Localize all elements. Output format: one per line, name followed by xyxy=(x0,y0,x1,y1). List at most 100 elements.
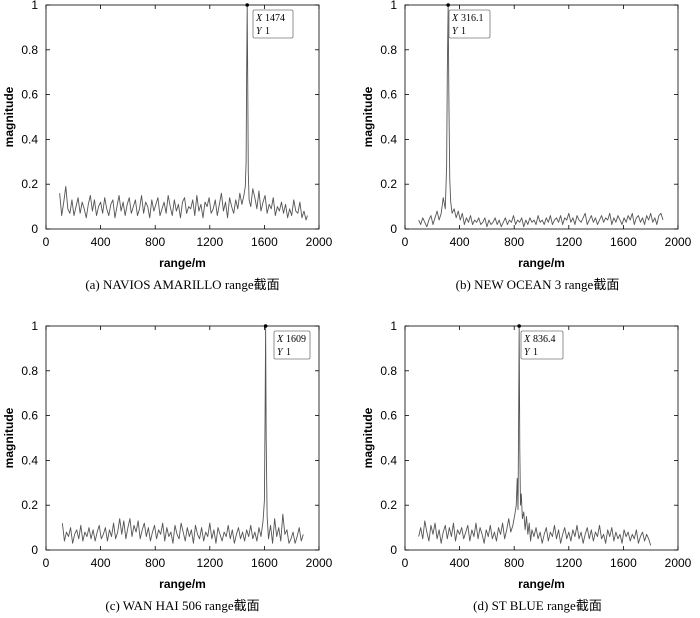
figure-caption: (b) NEW OCEAN 3 range截面 xyxy=(456,277,620,292)
x-tick-label: 1600 xyxy=(610,235,637,249)
y-tick-label: 0.8 xyxy=(21,364,38,378)
datatip-x-label: X xyxy=(276,334,284,345)
y-tick-label: 0.4 xyxy=(21,132,38,146)
x-tick-label: 0 xyxy=(402,235,409,249)
datatip-x-label: X xyxy=(523,334,531,345)
chart-panel: 0 400 800 1200 1600 2000 0 0.2 0.4 0.6 0.8 1 range/m… xyxy=(2,319,333,613)
datatip-marker xyxy=(517,324,521,328)
x-tick-label: 400 xyxy=(450,556,470,570)
datatip-marker xyxy=(245,3,250,7)
chart-panel: 0 400 800 1200 1600 2000 0 0.2 0.4 0.6 0.8 1 range/m… xyxy=(361,0,692,292)
y-tick-label: 0.8 xyxy=(380,364,397,378)
y-tick-label: 0.2 xyxy=(21,177,38,191)
datatip-text: X 316.1Y 1 xyxy=(451,13,484,37)
datatip-y-label: Y xyxy=(277,347,284,358)
x-tick-label: 1600 xyxy=(251,235,278,249)
x-tick-label: 800 xyxy=(145,235,165,249)
x-tick-label: 800 xyxy=(504,556,524,570)
datatip-text: X 836.4Y 1 xyxy=(523,334,556,358)
datatip-marker xyxy=(446,3,450,7)
x-tick-label: 800 xyxy=(504,235,524,249)
x-tick-label: 1600 xyxy=(251,556,278,570)
datatip-y-value: 1 xyxy=(533,347,538,358)
datatip-x-value: 316.1 xyxy=(461,13,484,24)
y-axis-title: magnitude xyxy=(361,407,375,468)
series-line xyxy=(418,4,664,228)
plot-frame xyxy=(45,325,320,551)
series-line xyxy=(418,325,652,546)
x-axis-title: range/m xyxy=(518,577,565,591)
series-line xyxy=(61,325,304,544)
y-tick-label: 0.2 xyxy=(21,498,38,512)
plot-frame xyxy=(45,4,320,230)
chart-panel: 0 400 800 1200 1600 2000 0 0.2 0.4 0.6 0.8 1 range/m… xyxy=(2,0,333,292)
datatip-x-value: 1474 xyxy=(265,13,285,24)
x-tick-label: 0 xyxy=(43,556,50,570)
y-tick-label: 1 xyxy=(31,319,38,333)
figure-caption: (a) NAVIOS AMARILLO range截面 xyxy=(85,277,279,292)
datatip-x-label: X xyxy=(255,13,263,24)
y-tick-label: 0.2 xyxy=(380,177,397,191)
datatip-y-label: Y xyxy=(524,347,531,358)
datatip-x-value: 1609 xyxy=(286,334,306,345)
x-tick-label: 2000 xyxy=(665,556,692,570)
y-tick-label: 0.8 xyxy=(380,43,397,57)
y-tick-label: 0.4 xyxy=(21,453,38,467)
datatip-box xyxy=(252,9,294,39)
x-axis-title: range/m xyxy=(518,256,565,270)
x-tick-label: 400 xyxy=(450,235,470,249)
y-tick-label: 0.4 xyxy=(380,132,397,146)
figure-caption: (c) WAN HAI 506 range截面 xyxy=(105,598,259,613)
datatip-box xyxy=(273,330,311,360)
y-tick-label: 0.6 xyxy=(21,409,38,423)
y-tick-label: 0 xyxy=(31,543,38,557)
y-axis-title: magnitude xyxy=(2,86,16,147)
x-tick-label: 1200 xyxy=(196,556,223,570)
x-axis-title: range/m xyxy=(159,256,206,270)
y-tick-label: 0.8 xyxy=(21,43,38,57)
x-tick-label: 1200 xyxy=(555,556,582,570)
y-tick-label: 0 xyxy=(390,222,397,236)
y-tick-label: 0.6 xyxy=(380,409,397,423)
plot-frame xyxy=(404,325,679,551)
x-tick-label: 800 xyxy=(145,556,165,570)
x-tick-label: 0 xyxy=(43,235,50,249)
figure-caption: (d) ST BLUE range截面 xyxy=(473,598,602,613)
x-tick-label: 1200 xyxy=(196,235,223,249)
datatip-y-value: 1 xyxy=(265,26,270,37)
x-tick-label: 2000 xyxy=(665,235,692,249)
x-tick-label: 1200 xyxy=(555,235,582,249)
datatip-box xyxy=(520,330,564,360)
series-line xyxy=(59,4,308,221)
x-tick-label: 0 xyxy=(402,556,409,570)
chart-panel: 0 400 800 1200 1600 2000 0 0.2 0.4 0.6 0.8 1 range/m… xyxy=(361,319,692,613)
y-tick-label: 0.4 xyxy=(380,453,397,467)
datatip-y-label: Y xyxy=(452,26,459,37)
x-tick-label: 400 xyxy=(91,235,111,249)
x-axis-title: range/m xyxy=(159,577,206,591)
datatip-y-label: Y xyxy=(256,26,263,37)
plot-frame xyxy=(404,4,679,230)
datatip-x-value: 836.4 xyxy=(533,334,556,345)
x-tick-label: 1600 xyxy=(610,556,637,570)
y-tick-label: 1 xyxy=(390,0,397,12)
y-tick-label: 0 xyxy=(31,222,38,236)
datatip-marker xyxy=(263,324,268,328)
x-tick-label: 2000 xyxy=(306,556,333,570)
datatip-x-label: X xyxy=(451,13,459,24)
y-tick-label: 1 xyxy=(31,0,38,12)
y-axis-title: magnitude xyxy=(2,407,16,468)
datatip-box xyxy=(448,9,491,39)
datatip-y-value: 1 xyxy=(286,347,291,358)
y-axis-title: magnitude xyxy=(361,86,375,147)
y-tick-label: 1 xyxy=(390,319,397,333)
datatip-y-value: 1 xyxy=(461,26,466,37)
x-tick-label: 400 xyxy=(91,556,111,570)
x-tick-label: 2000 xyxy=(306,235,333,249)
y-tick-label: 0.6 xyxy=(380,88,397,102)
y-tick-label: 0 xyxy=(390,543,397,557)
